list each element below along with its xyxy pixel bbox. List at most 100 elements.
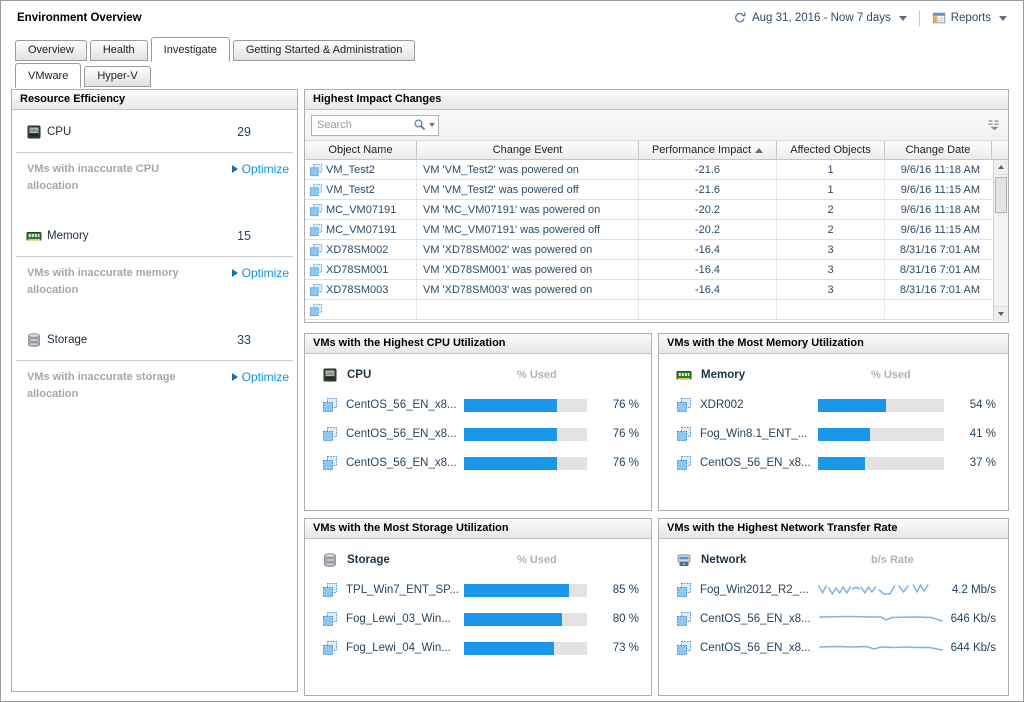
metric-label: Memory	[47, 230, 89, 242]
table-row[interactable]: VM_Test2 VM 'VM_Test2' was powered on -2…	[305, 160, 992, 180]
vm-network-row[interactable]: Fog_Win2012_R2_... 4.2 Mb/s	[659, 580, 1008, 600]
tab-hyper-v[interactable]: Hyper-V	[84, 66, 151, 87]
chevron-down-icon	[999, 15, 1007, 21]
tab-getting-started[interactable]: Getting Started & Administration	[232, 40, 416, 61]
column-header-change-date[interactable]: Change Date	[885, 141, 992, 159]
panel-title: Resource Efficiency	[12, 90, 297, 110]
vm-utilization-row[interactable]: CentOS_56_EN_x8... 76 %	[305, 424, 651, 444]
note-text: VMs with inaccurate CPU allocation	[27, 163, 160, 192]
vm-icon	[323, 641, 337, 655]
panel-title: Highest Impact Changes	[305, 90, 1008, 110]
chevron-down-icon	[898, 15, 907, 21]
scroll-down-button[interactable]	[994, 306, 1008, 321]
panel-column-labels: Network b/s Rate	[659, 539, 1008, 571]
search-box	[311, 114, 439, 136]
note-text: VMs with inaccurate storage allocation	[27, 371, 176, 400]
arrow-right-icon	[231, 165, 238, 173]
cpu-metric-row: CPU 29	[12, 112, 297, 152]
usage-bar	[818, 398, 944, 412]
search-input[interactable]	[317, 119, 413, 131]
tab-vmware[interactable]: VMware	[15, 63, 82, 88]
divider	[16, 152, 293, 153]
optimize-cpu-link[interactable]: Optimize	[231, 161, 289, 194]
usage-bar	[818, 456, 944, 470]
table-row[interactable]: MC_VM07191 VM 'MC_VM07191' was powered o…	[305, 200, 992, 220]
vm-utilization-row[interactable]: Fog_Win8.1_ENT_... 41 %	[659, 424, 1008, 444]
search-options-caret[interactable]	[429, 123, 435, 127]
cpu-icon	[323, 368, 337, 382]
note-text: VMs with inaccurate memory allocation	[27, 267, 179, 296]
column-header-performance-impact[interactable]: Performance Impact	[639, 141, 777, 159]
vm-icon	[323, 427, 337, 441]
metric-value: 29	[237, 125, 251, 139]
vm-utilization-row[interactable]: Fog_Lewi_04_Win... 73 %	[305, 638, 651, 658]
top-toolbar: Aug 31, 2016 - Now 7 days Reports	[729, 9, 1011, 27]
main-tab-bar: Overview Health Investigate Getting Star…	[15, 36, 418, 62]
vm-utilization-row[interactable]: Fog_Lewi_03_Win... 80 %	[305, 609, 651, 629]
table-row[interactable]: VM_Test2 VM 'VM_Test2' was powered off -…	[305, 180, 992, 200]
column-header-change-event[interactable]: Change Event	[417, 141, 639, 159]
panel-title: VMs with the Highest CPU Utilization	[305, 334, 651, 354]
vm-utilization-row[interactable]: TPL_Win7_ENT_SP... 85 %	[305, 580, 651, 600]
vm-icon	[309, 223, 323, 236]
vm-icon	[309, 283, 323, 296]
optimize-memory-link[interactable]: Optimize	[231, 265, 289, 298]
vm-icon	[309, 203, 323, 216]
arrow-down-icon	[998, 312, 1004, 316]
table-row[interactable]: XD78SM002 VM 'XD78SM002' was powered on …	[305, 240, 992, 260]
tab-investigate[interactable]: Investigate	[150, 37, 230, 62]
usage-bar	[818, 427, 944, 441]
vm-icon	[677, 641, 691, 655]
customizer-icon[interactable]	[986, 117, 1002, 133]
vm-icon	[677, 612, 691, 626]
scroll-up-button[interactable]	[994, 160, 1008, 175]
vm-utilization-row[interactable]: CentOS_56_EN_x8... 37 %	[659, 453, 1008, 473]
vm-icon	[323, 398, 337, 412]
table-rows: VM_Test2 VM 'VM_Test2' was powered on -2…	[305, 160, 992, 320]
cpu-icon	[27, 125, 41, 139]
memory-utilization-panel: VMs with the Most Memory Utilization Mem…	[658, 333, 1009, 511]
tab-overview[interactable]: Overview	[15, 40, 87, 61]
vm-network-row[interactable]: CentOS_56_EN_x8... 646 Kb/s	[659, 609, 1008, 629]
divider	[16, 256, 293, 257]
usage-bar	[464, 641, 587, 655]
memory-metric-row: Memory 15	[12, 216, 297, 256]
table-row[interactable]: XD78SM001 VM 'XD78SM001' was powered on …	[305, 260, 992, 280]
vm-icon	[677, 398, 691, 412]
memory-icon	[26, 232, 42, 242]
metric-value: 33	[237, 333, 251, 347]
optimize-storage-link[interactable]: Optimize	[231, 369, 289, 402]
vm-icon	[323, 612, 337, 626]
vm-icon	[309, 263, 323, 276]
divider	[16, 360, 293, 361]
vm-network-row[interactable]: CentOS_56_EN_x8... 644 Kb/s	[659, 638, 1008, 658]
search-icon[interactable]	[413, 118, 427, 132]
reports-button[interactable]: Reports	[928, 9, 1011, 27]
vm-utilization-row[interactable]: XDR002 54 %	[659, 395, 1008, 415]
time-range-label: Aug 31, 2016 - Now 7 days	[751, 12, 891, 24]
time-range-selector[interactable]: Aug 31, 2016 - Now 7 days	[729, 9, 911, 27]
scrollbar-thumb[interactable]	[995, 177, 1007, 213]
cpu-optimize-row: VMs with inaccurate CPU allocation Optim…	[12, 153, 297, 214]
storage-optimize-row: VMs with inaccurate storage allocation O…	[12, 361, 297, 422]
tab-health[interactable]: Health	[89, 40, 148, 61]
table-row[interactable]: XD78SM003 VM 'XD78SM003' was powered on …	[305, 280, 992, 300]
storage-utilization-panel: VMs with the Most Storage Utilization St…	[304, 518, 652, 696]
column-header-object-name[interactable]: Object Name	[305, 141, 417, 159]
vm-utilization-row[interactable]: CentOS_56_EN_x8... 76 %	[305, 395, 651, 415]
usage-bar	[464, 456, 587, 470]
table-row-partial[interactable]	[305, 300, 992, 320]
cpu-utilization-panel: VMs with the Highest CPU Utilization CPU…	[304, 333, 652, 511]
vm-utilization-row[interactable]: CentOS_56_EN_x8... 76 %	[305, 453, 651, 473]
usage-bar	[464, 612, 587, 626]
table-row[interactable]: MC_VM07191 VM 'MC_VM07191' was powered o…	[305, 220, 992, 240]
vm-icon	[677, 456, 691, 470]
arrow-right-icon	[231, 269, 238, 277]
panel-title: VMs with the Most Memory Utilization	[659, 334, 1008, 354]
arrow-right-icon	[231, 373, 238, 381]
arrow-up-icon	[998, 165, 1004, 169]
network-transfer-panel: VMs with the Highest Network Transfer Ra…	[658, 518, 1009, 696]
vm-icon	[309, 163, 323, 176]
column-header-affected-objects[interactable]: Affected Objects	[777, 141, 885, 159]
vertical-scrollbar[interactable]	[993, 160, 1008, 321]
